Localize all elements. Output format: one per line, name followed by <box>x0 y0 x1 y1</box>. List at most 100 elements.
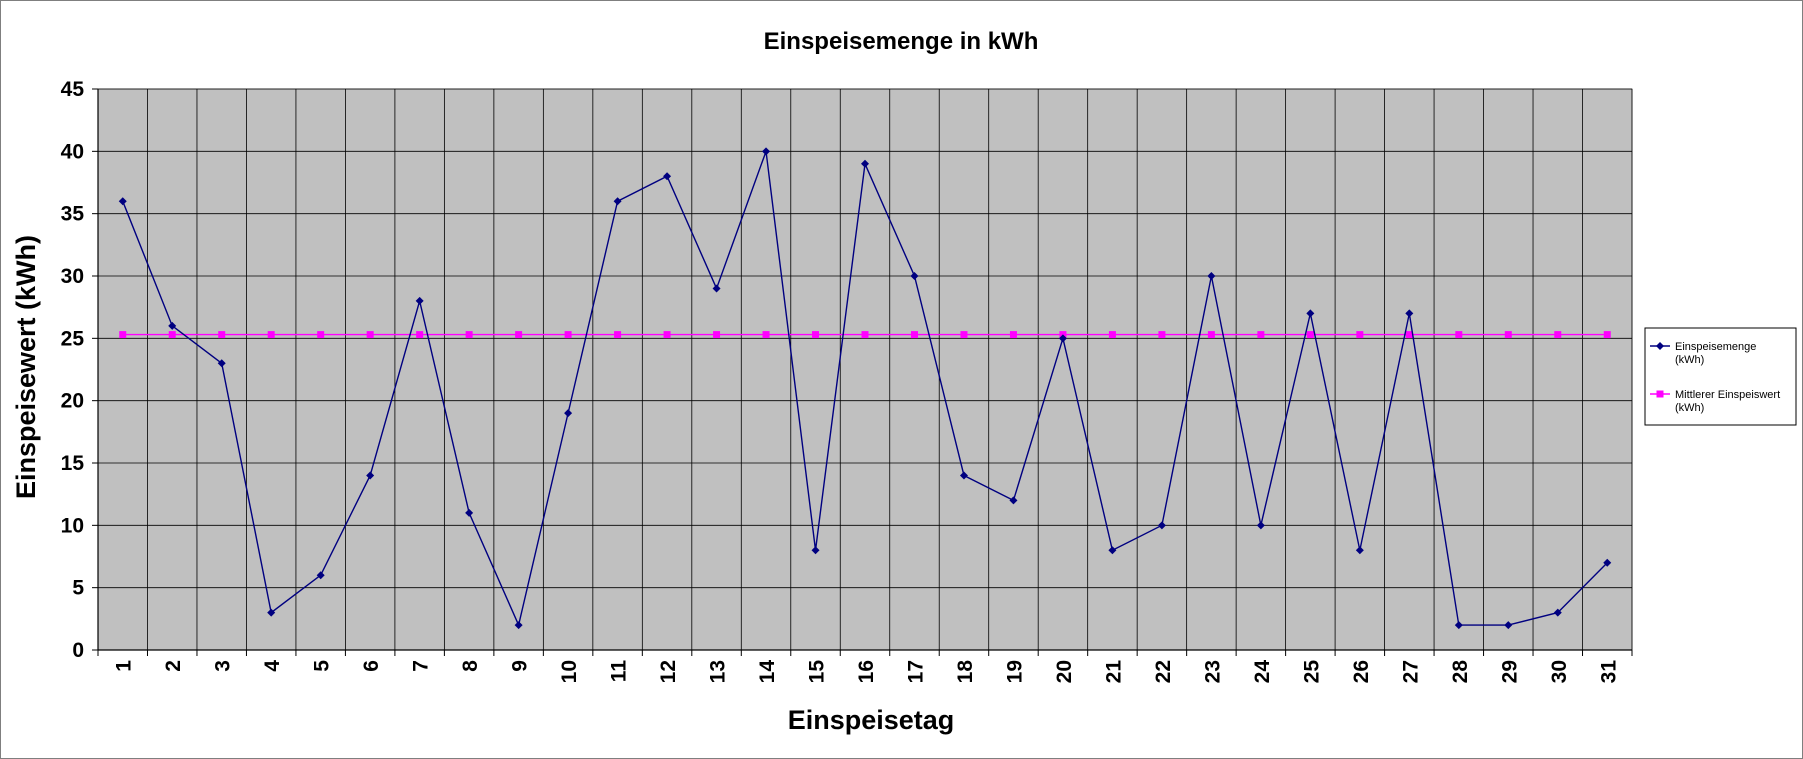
series-mittlerer-einspeiswert-point <box>1108 331 1116 339</box>
series-mittlerer-einspeiswert-point <box>416 331 424 339</box>
series-mittlerer-einspeiswert-point <box>1504 331 1512 339</box>
x-tick-label: 5 <box>311 660 334 672</box>
series-einspeisemenge-point <box>514 621 523 630</box>
x-tick-label: 27 <box>1399 660 1422 683</box>
legend-box <box>1644 327 1797 426</box>
series-einspeisemenge-point <box>1207 272 1216 280</box>
series-einspeisemenge-point <box>267 608 276 617</box>
series-einspeisemenge-point <box>1108 546 1117 555</box>
legend-einspeisemenge-label: (kWh) <box>1675 354 1704 366</box>
x-tick-label: 22 <box>1152 660 1175 683</box>
y-tick-label: 35 <box>61 203 85 226</box>
legend-mittlerer-einspeiswert-marker <box>1656 390 1664 398</box>
series-mittlerer-einspeiswert-point <box>1455 331 1463 339</box>
legend-einspeisemenge-label: Einspeisemenge <box>1675 341 1756 353</box>
series-mittlerer-einspeiswert-point <box>1603 331 1611 339</box>
plot-background <box>97 88 1633 651</box>
x-tick-label: 10 <box>558 660 581 683</box>
series-mittlerer-einspeiswert-point <box>119 331 127 339</box>
x-tick-label: 30 <box>1548 660 1571 683</box>
legend-mittlerer-einspeiswert-label: (kWh) <box>1675 402 1704 414</box>
series-mittlerer-einspeiswert-point <box>1257 331 1265 339</box>
series-einspeisemenge-point <box>1009 496 1018 505</box>
series-mittlerer-einspeiswert-point <box>960 331 968 339</box>
x-axis-title: Einspeisetag <box>788 705 955 735</box>
series-einspeisemenge-point <box>613 197 622 206</box>
chart-title: Einspeisemenge in kWh <box>764 28 1039 55</box>
y-tick-label: 20 <box>61 390 84 413</box>
series-mittlerer-einspeiswert-point <box>1405 331 1413 339</box>
series-einspeisemenge-point <box>316 571 325 580</box>
x-tick-label: 26 <box>1350 660 1373 683</box>
series-mittlerer-einspeiswert-point <box>564 331 572 339</box>
series-einspeisemenge-point <box>118 197 127 206</box>
x-tick-label: 12 <box>657 660 680 683</box>
y-tick-label: 0 <box>72 639 84 662</box>
series-mittlerer-einspeiswert-point <box>1554 331 1562 339</box>
x-tick-label: 24 <box>1251 660 1274 684</box>
series-einspeisemenge-point <box>1306 309 1315 318</box>
series-mittlerer-einspeiswert-point <box>218 331 226 339</box>
series-mittlerer-einspeiswert-point <box>1306 331 1314 339</box>
series-mittlerer-einspeiswert-point <box>267 331 275 339</box>
series-einspeisemenge-point <box>1256 521 1265 530</box>
series-mittlerer-einspeiswert-point <box>762 331 770 339</box>
series-mittlerer-einspeiswert-point <box>663 331 671 339</box>
y-tick-label: 25 <box>61 327 85 350</box>
x-tick-label: 31 <box>1597 660 1620 684</box>
series-einspeisemenge-point <box>366 471 375 480</box>
x-tick-label: 28 <box>1449 660 1472 684</box>
y-axis-title: Einspeisewert (kWh) <box>11 235 41 499</box>
y-tick-label: 15 <box>61 452 85 475</box>
x-tick-label: 2 <box>162 660 185 672</box>
x-tick-label: 9 <box>509 660 532 672</box>
series-mittlerer-einspeiswert-point <box>317 331 325 339</box>
x-tick-label: 13 <box>707 660 730 683</box>
series-mittlerer-einspeiswert-point <box>1009 331 1017 339</box>
series-mittlerer-einspeiswert-point <box>1207 331 1215 339</box>
x-tick-label: 6 <box>360 660 383 672</box>
series-mittlerer-einspeiswert-point <box>910 331 918 339</box>
y-tick-label: 10 <box>61 514 84 537</box>
series-einspeisemenge-point <box>910 272 919 280</box>
series-einspeisemenge-point <box>1454 621 1463 630</box>
series-einspeisemenge-point <box>1157 521 1166 530</box>
series-einspeisemenge-point <box>1603 558 1612 567</box>
x-tick-label: 19 <box>1003 660 1026 683</box>
series-mittlerer-einspeiswert-point <box>812 331 820 339</box>
series-einspeisemenge-point <box>1405 309 1414 318</box>
series-einspeisemenge-point <box>663 172 672 181</box>
series-mittlerer-einspeiswert-point <box>1356 331 1364 339</box>
legend: Einspeisemenge(kWh)Mittlerer Einspeiswer… <box>1644 327 1797 426</box>
y-tick-label: 40 <box>61 140 84 163</box>
series-einspeisemenge-point <box>811 546 820 555</box>
series-einspeisemenge-point <box>762 147 771 156</box>
series-einspeisemenge-point <box>1553 608 1562 617</box>
series-einspeisemenge-point <box>415 296 424 305</box>
legend-einspeisemenge-marker <box>1656 342 1664 350</box>
x-tick-label: 17 <box>904 660 927 683</box>
series-einspeisemenge-point <box>959 471 968 480</box>
series-mittlerer-einspeiswert-point <box>1158 331 1166 339</box>
series-mittlerer-einspeiswert-point <box>861 331 869 339</box>
series-einspeisemenge-point <box>712 284 721 293</box>
series-mittlerer-einspeiswert-point <box>366 331 374 339</box>
series-einspeisemenge-point <box>168 321 177 330</box>
x-tick-label: 18 <box>954 660 977 684</box>
y-tick-label: 45 <box>61 78 85 101</box>
y-tick-label: 30 <box>61 265 84 288</box>
x-tick-label: 15 <box>806 660 829 684</box>
series-einspeisemenge-point <box>1504 621 1513 630</box>
series-mittlerer-einspeiswert-point <box>614 331 622 339</box>
series-einspeisemenge-point <box>217 359 226 368</box>
y-tick-label: 5 <box>72 577 84 600</box>
x-tick-label: 4 <box>261 660 284 672</box>
series-einspeisemenge-point <box>564 409 573 418</box>
x-tick-label: 25 <box>1300 660 1323 684</box>
x-tick-label: 16 <box>855 660 878 683</box>
series-mittlerer-einspeiswert-point <box>465 331 473 339</box>
series-mittlerer-einspeiswert-point <box>515 331 523 339</box>
